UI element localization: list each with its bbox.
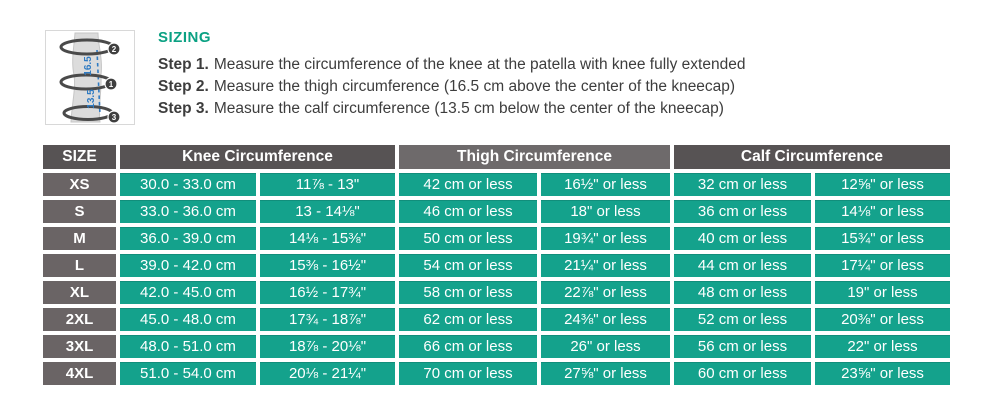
col-header-calf-circumference: Calf Circumference	[674, 145, 950, 169]
calf-cm-cell: 52 cm or less	[674, 308, 811, 331]
thigh-cm-cell: 62 cm or less	[399, 308, 537, 331]
svg-text:3: 3	[112, 113, 117, 122]
knee-inch-cell: 18⅞ - 20⅛"	[260, 335, 395, 358]
knee-inch-cell: 13 - 14⅛"	[260, 200, 395, 223]
size-label: 2XL	[43, 308, 116, 331]
step-3-label: Step 3.	[158, 100, 209, 117]
size-label: XL	[43, 281, 116, 304]
size-label: XS	[43, 173, 116, 196]
knee-cm-cell: 42.0 - 45.0 cm	[120, 281, 256, 304]
thigh-cm-cell: 58 cm or less	[399, 281, 537, 304]
thigh-cm-cell: 54 cm or less	[399, 254, 537, 277]
thigh-inch-cell: 18" or less	[541, 200, 670, 223]
thigh-inch-cell: 24⅜" or less	[541, 308, 670, 331]
calf-inch-cell: 17¼" or less	[815, 254, 950, 277]
calf-inch-cell: 23⅝" or less	[815, 362, 950, 385]
thigh-inch-cell: 26" or less	[541, 335, 670, 358]
calf-inch-cell: 22" or less	[815, 335, 950, 358]
step-2-text: Measure the thigh circumference (16.5 cm…	[213, 78, 736, 95]
calf-cm-cell: 36 cm or less	[674, 200, 811, 223]
size-label: M	[43, 227, 116, 250]
sizing-table: SIZE Knee Circumference Thigh Circumfere…	[43, 145, 950, 385]
step-1: Step 1. Measure the circumference of the …	[158, 54, 958, 76]
calf-cm-cell: 32 cm or less	[674, 173, 811, 196]
thigh-inch-cell: 27⅝" or less	[541, 362, 670, 385]
step-1-text: Measure the circumference of the knee at…	[213, 56, 746, 73]
thigh-cm-cell: 50 cm or less	[399, 227, 537, 250]
knee-cm-cell: 33.0 - 36.0 cm	[120, 200, 256, 223]
knee-cm-cell: 39.0 - 42.0 cm	[120, 254, 256, 277]
calf-inch-cell: 19" or less	[815, 281, 950, 304]
size-label: L	[43, 254, 116, 277]
knee-inch-cell: 11⅞ - 13"	[260, 173, 395, 196]
distance-above-label: 16.5	[83, 56, 94, 76]
calf-cm-cell: 56 cm or less	[674, 335, 811, 358]
col-header-size: SIZE	[43, 145, 116, 169]
svg-text:1: 1	[109, 80, 114, 89]
thigh-cm-cell: 46 cm or less	[399, 200, 537, 223]
thigh-inch-cell: 16½" or less	[541, 173, 670, 196]
knee-inch-cell: 14⅛ - 15⅜"	[260, 227, 395, 250]
size-label: 3XL	[43, 335, 116, 358]
sizing-title: SIZING	[158, 29, 212, 46]
thigh-cm-cell: 70 cm or less	[399, 362, 537, 385]
calf-cm-cell: 44 cm or less	[674, 254, 811, 277]
thigh-band-badge: 2	[107, 42, 121, 56]
knee-inch-cell: 16½ - 17¾"	[260, 281, 395, 304]
step-3-text: Measure the calf circumference (13.5 cm …	[213, 100, 724, 117]
calf-band-badge: 3	[107, 110, 121, 124]
knee-cm-cell: 48.0 - 51.0 cm	[120, 335, 256, 358]
distance-dashed-line	[96, 49, 101, 116]
col-header-thigh-circumference: Thigh Circumference	[399, 145, 670, 169]
step-1-label: Step 1.	[158, 56, 209, 73]
knee-cm-cell: 45.0 - 48.0 cm	[120, 308, 256, 331]
size-label: S	[43, 200, 116, 223]
thigh-inch-cell: 21¼" or less	[541, 254, 670, 277]
svg-text:2: 2	[112, 45, 117, 54]
thigh-cm-cell: 66 cm or less	[399, 335, 537, 358]
size-label: 4XL	[43, 362, 116, 385]
knee-cm-cell: 36.0 - 39.0 cm	[120, 227, 256, 250]
calf-cm-cell: 48 cm or less	[674, 281, 811, 304]
calf-cm-cell: 60 cm or less	[674, 362, 811, 385]
distance-below-label: 13.5	[86, 89, 97, 109]
knee-band-badge: 1	[104, 77, 118, 91]
knee-cm-cell: 30.0 - 33.0 cm	[120, 173, 256, 196]
step-3: Step 3. Measure the calf circumference (1…	[158, 98, 958, 120]
sizing-instructions: SIZING Step 1. Measure the circumference …	[158, 29, 958, 120]
calf-inch-cell: 15¾" or less	[815, 227, 950, 250]
step-2: Step 2. Measure the thigh circumference (…	[158, 76, 958, 98]
knee-inch-cell: 20⅛ - 21¼"	[260, 362, 395, 385]
knee-cm-cell: 51.0 - 54.0 cm	[120, 362, 256, 385]
step-2-label: Step 2.	[158, 78, 209, 95]
calf-inch-cell: 12⅝" or less	[815, 173, 950, 196]
knee-inch-cell: 15⅜ - 16½"	[260, 254, 395, 277]
leg-measurement-diagram: 2 1 3 16.5 13.5	[45, 30, 135, 125]
calf-inch-cell: 14⅛" or less	[815, 200, 950, 223]
thigh-inch-cell: 19¾" or less	[541, 227, 670, 250]
thigh-cm-cell: 42 cm or less	[399, 173, 537, 196]
calf-cm-cell: 40 cm or less	[674, 227, 811, 250]
thigh-inch-cell: 22⅞" or less	[541, 281, 670, 304]
leg-illustration: 2 1 3 16.5 13.5	[59, 32, 121, 124]
knee-inch-cell: 17¾ - 18⅞"	[260, 308, 395, 331]
col-header-knee-circumference: Knee Circumference	[120, 145, 395, 169]
calf-inch-cell: 20⅜" or less	[815, 308, 950, 331]
